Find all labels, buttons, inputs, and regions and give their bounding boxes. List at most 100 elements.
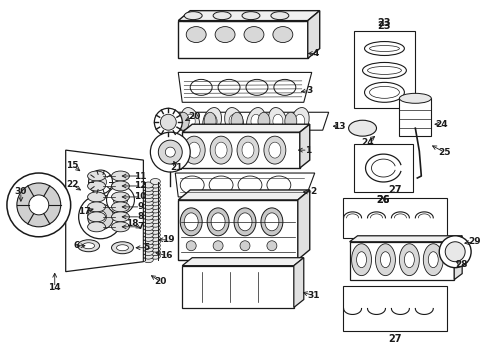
Ellipse shape (238, 213, 252, 231)
Text: 22: 22 (67, 180, 79, 189)
Text: 24: 24 (435, 120, 447, 129)
Ellipse shape (188, 142, 200, 158)
Text: 1: 1 (305, 145, 311, 154)
Circle shape (160, 114, 176, 130)
Circle shape (89, 170, 113, 194)
Circle shape (95, 211, 106, 223)
Ellipse shape (211, 213, 225, 231)
Ellipse shape (357, 252, 367, 268)
Text: 31: 31 (308, 291, 320, 300)
Ellipse shape (150, 239, 160, 245)
Polygon shape (175, 173, 315, 197)
Ellipse shape (112, 181, 129, 191)
Circle shape (158, 140, 182, 164)
Ellipse shape (83, 243, 95, 249)
Ellipse shape (181, 108, 199, 135)
Polygon shape (308, 11, 319, 58)
Ellipse shape (150, 200, 160, 206)
Text: 30: 30 (15, 188, 27, 197)
Ellipse shape (150, 193, 160, 199)
Ellipse shape (150, 189, 160, 195)
Polygon shape (300, 124, 310, 168)
Circle shape (106, 186, 134, 214)
Text: 23: 23 (378, 21, 391, 31)
Ellipse shape (88, 212, 105, 222)
Circle shape (88, 204, 114, 230)
Ellipse shape (285, 112, 297, 130)
Bar (178, 200, 298, 260)
Ellipse shape (273, 114, 283, 128)
Ellipse shape (213, 12, 231, 20)
Polygon shape (454, 236, 462, 280)
Circle shape (114, 193, 127, 207)
Ellipse shape (144, 207, 153, 213)
Circle shape (267, 241, 277, 251)
Text: 7: 7 (137, 222, 144, 231)
Ellipse shape (184, 12, 202, 20)
Ellipse shape (273, 27, 293, 42)
Bar (343, 198, 447, 238)
Ellipse shape (144, 225, 153, 231)
Text: 20: 20 (188, 112, 200, 121)
Ellipse shape (251, 114, 261, 128)
Polygon shape (178, 11, 319, 21)
Ellipse shape (269, 108, 287, 135)
Ellipse shape (380, 252, 391, 268)
Ellipse shape (207, 114, 217, 128)
Ellipse shape (365, 41, 404, 55)
Circle shape (29, 195, 49, 215)
Ellipse shape (144, 185, 153, 192)
Ellipse shape (244, 27, 264, 42)
Ellipse shape (150, 214, 160, 220)
Text: 5: 5 (143, 243, 149, 252)
Text: 21: 21 (170, 163, 182, 172)
Ellipse shape (88, 192, 105, 202)
Ellipse shape (237, 136, 259, 164)
Bar (354, 144, 414, 192)
Circle shape (240, 241, 250, 251)
Ellipse shape (144, 214, 153, 220)
Bar (343, 285, 447, 332)
Ellipse shape (186, 27, 206, 42)
Text: 23: 23 (378, 18, 391, 28)
Polygon shape (178, 190, 310, 200)
Text: 14: 14 (49, 283, 61, 292)
Text: 11: 11 (134, 171, 147, 180)
Text: 3: 3 (307, 86, 313, 95)
Polygon shape (178, 112, 329, 130)
Ellipse shape (365, 82, 404, 102)
Ellipse shape (150, 179, 160, 184)
Ellipse shape (144, 235, 153, 241)
Text: 9: 9 (137, 202, 144, 211)
Ellipse shape (150, 207, 160, 213)
Ellipse shape (363, 62, 406, 78)
Ellipse shape (150, 218, 160, 224)
Ellipse shape (375, 244, 395, 276)
Ellipse shape (267, 176, 291, 194)
Ellipse shape (261, 208, 283, 236)
Ellipse shape (150, 249, 160, 256)
Ellipse shape (150, 243, 160, 248)
Polygon shape (182, 258, 304, 266)
Circle shape (7, 173, 71, 237)
Ellipse shape (88, 171, 105, 181)
Ellipse shape (144, 228, 153, 234)
Ellipse shape (144, 246, 153, 252)
Ellipse shape (242, 12, 260, 20)
Ellipse shape (144, 211, 153, 216)
Circle shape (150, 132, 190, 172)
Ellipse shape (180, 208, 202, 236)
Ellipse shape (229, 114, 239, 128)
Polygon shape (298, 190, 310, 260)
Circle shape (213, 241, 223, 251)
Text: 20: 20 (154, 277, 167, 286)
Text: 13: 13 (333, 122, 346, 131)
Ellipse shape (295, 114, 305, 128)
Circle shape (154, 108, 182, 136)
Text: 28: 28 (455, 260, 467, 269)
Text: 2: 2 (311, 188, 317, 197)
Ellipse shape (77, 240, 99, 252)
Text: 24: 24 (361, 138, 374, 147)
Ellipse shape (207, 208, 229, 236)
Ellipse shape (185, 114, 195, 128)
